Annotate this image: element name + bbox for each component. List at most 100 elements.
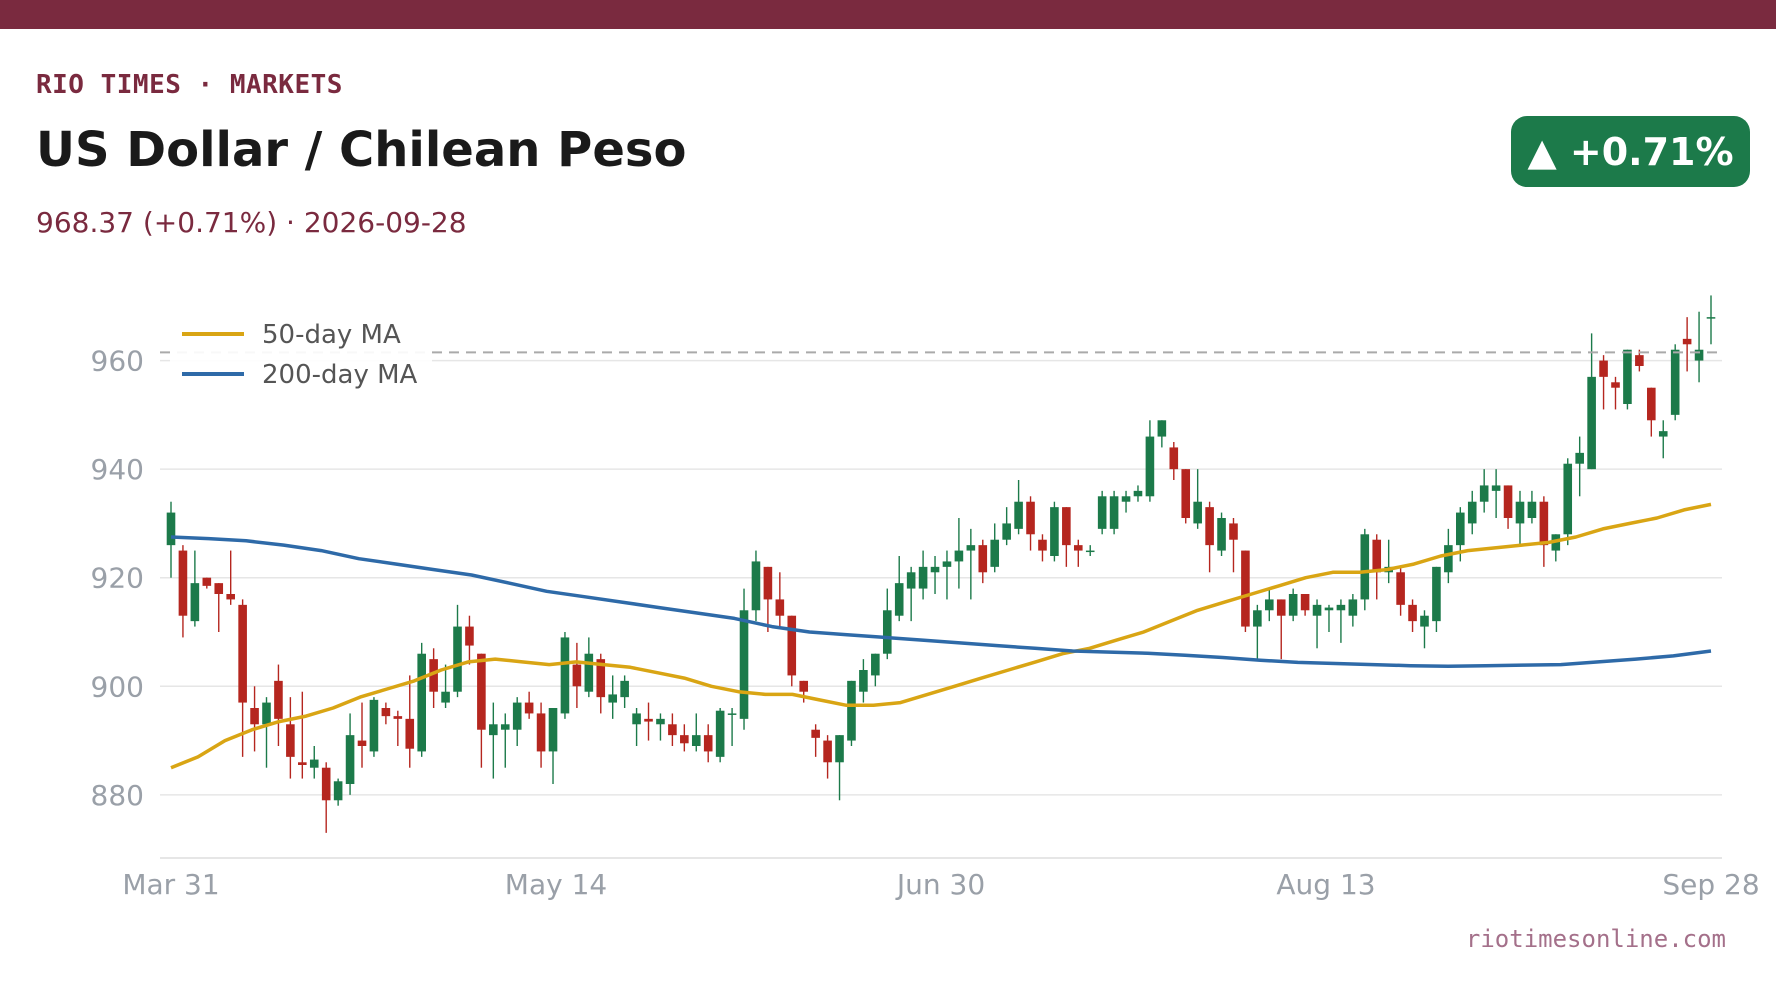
candle-body [226, 594, 235, 600]
candle-body [393, 716, 403, 719]
candle-body [321, 767, 331, 801]
candle [1503, 485, 1513, 529]
candle [524, 691, 534, 719]
candle-body [1264, 599, 1274, 611]
candle-body [357, 740, 367, 746]
candle [1121, 490, 1131, 513]
candle [1706, 295, 1716, 345]
candle-body [1694, 349, 1704, 361]
candle-body [405, 718, 415, 749]
candle-body [1563, 463, 1573, 535]
candle [1276, 599, 1286, 660]
candle [1611, 376, 1620, 410]
candle-body [787, 615, 797, 676]
candle-body [381, 708, 391, 717]
candle [178, 545, 188, 638]
candle-body [1491, 485, 1501, 491]
y-axis: 880 900 920 940 960 [91, 345, 144, 812]
candle-body [1133, 490, 1143, 497]
candle-body [1050, 507, 1059, 556]
candle [835, 735, 844, 801]
candle-body [572, 664, 582, 687]
candle [799, 680, 809, 703]
candle-body [656, 718, 665, 725]
candle [1109, 490, 1119, 535]
candle [620, 675, 629, 708]
candle [1241, 550, 1250, 632]
x-tick-label: Jun 30 [895, 868, 985, 901]
candle [823, 735, 832, 779]
candle [906, 566, 916, 622]
candle-body [715, 710, 725, 757]
candle-body [1193, 501, 1202, 524]
candle-body [286, 724, 295, 757]
candle [512, 697, 522, 746]
candle-body [966, 545, 976, 551]
candle-body [262, 702, 271, 725]
candle [1229, 518, 1238, 573]
candle [656, 713, 665, 741]
candle [417, 642, 426, 757]
candle [1288, 588, 1298, 622]
candle-body [823, 740, 832, 763]
candle-body [978, 545, 988, 573]
candle-body [1336, 604, 1346, 611]
candle-body [178, 550, 188, 616]
candle [918, 550, 928, 600]
candle-body [441, 691, 450, 703]
candle [1539, 496, 1549, 567]
candle-body [1527, 501, 1537, 518]
candle [1647, 387, 1656, 437]
candle-body [1288, 594, 1298, 616]
candle-body [512, 702, 522, 730]
candle [393, 710, 403, 746]
change-badge: ▲ +0.71% [1511, 116, 1750, 187]
candle [1408, 599, 1417, 632]
candle [608, 675, 618, 719]
candle-body [500, 724, 510, 730]
source-url: riotimesonline.com [1465, 925, 1726, 953]
candle-body [680, 735, 689, 744]
candle-body [1253, 610, 1262, 627]
candle [1014, 480, 1023, 535]
candle-body [859, 670, 868, 692]
candle-body [477, 653, 486, 730]
candle [668, 713, 677, 746]
x-axis: Mar 31 May 14 Jun 30 Aug 13 Sep 28 [122, 868, 1759, 901]
candle [1599, 355, 1608, 410]
candle-body [847, 680, 856, 741]
candle-body [560, 637, 570, 714]
candle [381, 702, 391, 725]
candle [739, 588, 749, 730]
candle-body [1300, 594, 1310, 611]
candle-body [799, 680, 809, 692]
candle-body [1670, 349, 1680, 415]
candle [1062, 507, 1071, 567]
candle [1682, 317, 1692, 372]
candle [1694, 311, 1704, 383]
candle-body [894, 583, 904, 616]
candle-body [1372, 539, 1382, 573]
candle-body [1444, 545, 1453, 573]
candle [357, 702, 367, 768]
candle-body [727, 713, 737, 715]
candle-body [835, 735, 844, 763]
candle-body [1479, 485, 1489, 502]
candle-body [453, 626, 462, 692]
candle-body [489, 724, 498, 736]
x-tick-label: May 14 [505, 868, 607, 901]
candle-body [1324, 607, 1334, 611]
y-tick-label: 920 [91, 562, 144, 595]
moving-average-lines [170, 502, 1712, 770]
candle-body [1658, 431, 1668, 437]
candle [763, 566, 773, 632]
candle-body [703, 735, 713, 752]
candle-body [882, 610, 892, 654]
candle [321, 762, 331, 833]
candle-body [250, 708, 259, 725]
candle-body [775, 599, 785, 616]
candle [262, 697, 271, 768]
candle-body [644, 718, 653, 722]
candle [1002, 507, 1011, 546]
candle-body [596, 659, 606, 698]
